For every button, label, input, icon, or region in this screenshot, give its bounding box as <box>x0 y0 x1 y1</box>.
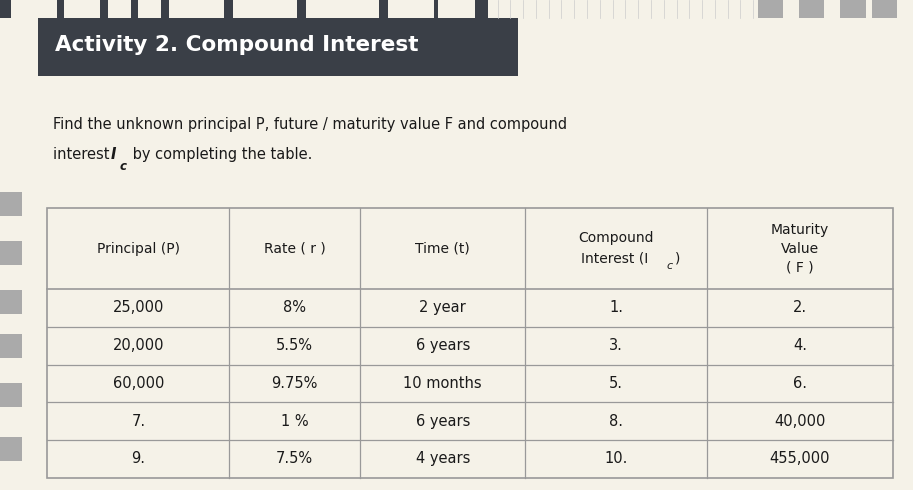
Bar <box>0 0 488 18</box>
Bar <box>872 0 897 18</box>
Text: 4.: 4. <box>792 338 807 353</box>
Text: Time (t): Time (t) <box>415 242 470 256</box>
Text: 455,000: 455,000 <box>770 451 830 466</box>
Text: 7.5%: 7.5% <box>277 451 313 466</box>
Text: 4 years: 4 years <box>415 451 470 466</box>
Text: I: I <box>110 147 116 162</box>
Text: 8%: 8% <box>283 300 306 316</box>
Bar <box>306 0 379 18</box>
Text: Maturity
Value
( F ): Maturity Value ( F ) <box>771 223 829 274</box>
Text: 2 year: 2 year <box>419 300 467 316</box>
Text: by completing the table.: by completing the table. <box>128 147 312 162</box>
Text: 5.5%: 5.5% <box>277 338 313 353</box>
Bar <box>47 208 893 478</box>
Text: 6.: 6. <box>792 376 807 391</box>
Text: 9.75%: 9.75% <box>271 376 318 391</box>
Text: 1 %: 1 % <box>281 414 309 429</box>
Bar <box>0 334 22 358</box>
Bar <box>233 0 297 18</box>
Bar <box>38 15 518 76</box>
Text: 3.: 3. <box>609 338 623 353</box>
Text: 1.: 1. <box>609 300 623 316</box>
Bar <box>0 241 22 265</box>
Text: c: c <box>666 261 672 271</box>
Text: 6 years: 6 years <box>415 414 470 429</box>
Text: 40,000: 40,000 <box>774 414 825 429</box>
Text: 2.: 2. <box>792 300 807 316</box>
Text: Find the unknown principal P, future / maturity value F and compound: Find the unknown principal P, future / m… <box>53 118 567 132</box>
Text: 6 years: 6 years <box>415 338 470 353</box>
Text: Interest (I: Interest (I <box>581 252 648 266</box>
Bar <box>64 0 100 18</box>
Text: 10.: 10. <box>604 451 628 466</box>
Bar <box>0 192 22 216</box>
Text: 5.: 5. <box>609 376 623 391</box>
Bar <box>488 0 913 18</box>
Text: Activity 2. Compound Interest: Activity 2. Compound Interest <box>55 35 418 55</box>
Bar <box>388 0 434 18</box>
Bar <box>0 383 22 407</box>
Bar <box>758 0 783 18</box>
Bar <box>438 0 475 18</box>
Text: 10 months: 10 months <box>404 376 482 391</box>
Text: Rate ( r ): Rate ( r ) <box>264 242 326 256</box>
Text: 8.: 8. <box>609 414 623 429</box>
Text: Compound: Compound <box>578 231 654 245</box>
Bar <box>840 0 866 18</box>
Text: Principal (P): Principal (P) <box>97 242 180 256</box>
Text: 9.: 9. <box>131 451 145 466</box>
Text: 25,000: 25,000 <box>112 300 164 316</box>
Bar <box>799 0 824 18</box>
Bar <box>169 0 224 18</box>
Text: 60,000: 60,000 <box>112 376 164 391</box>
Text: 20,000: 20,000 <box>112 338 164 353</box>
Bar <box>0 290 22 314</box>
Bar <box>108 0 131 18</box>
Text: ): ) <box>676 252 681 266</box>
Text: c: c <box>120 160 127 173</box>
Text: interest: interest <box>53 147 114 162</box>
Bar <box>0 437 22 461</box>
Bar <box>11 0 57 18</box>
Bar <box>138 0 161 18</box>
Text: 7.: 7. <box>131 414 145 429</box>
